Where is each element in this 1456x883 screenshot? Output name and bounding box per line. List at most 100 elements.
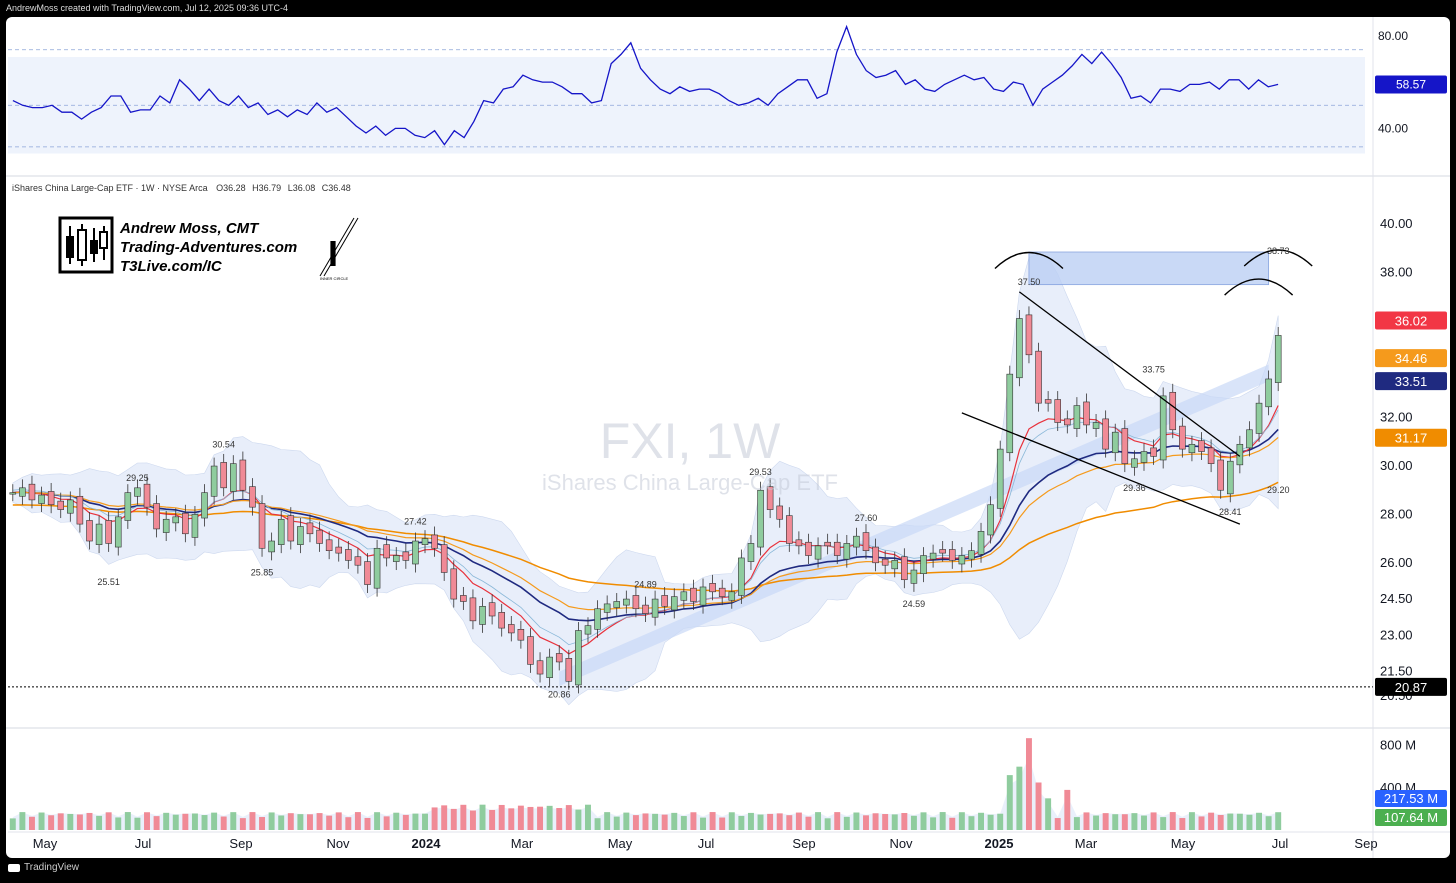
volume-bar — [316, 813, 323, 830]
volume-bar — [719, 817, 726, 830]
volume-bar — [968, 816, 975, 830]
candle-body — [670, 596, 678, 611]
volume-bar — [412, 813, 419, 830]
volume-bar — [230, 812, 237, 830]
candle-body — [182, 512, 189, 535]
price-candle — [105, 512, 112, 552]
candle-body — [114, 516, 122, 548]
time-tick-label: Jul — [698, 836, 715, 851]
volume-bar — [920, 812, 927, 830]
volume-bar — [671, 812, 678, 830]
volume-bar — [958, 812, 965, 830]
price-candle — [536, 652, 544, 683]
volume-bar — [1208, 812, 1215, 830]
swing-label: 38.73 — [1267, 246, 1290, 256]
candle-body — [891, 560, 899, 570]
volume-bar — [863, 815, 869, 830]
volume-bar — [431, 807, 438, 830]
rising-channel-band — [559, 364, 1269, 687]
volume-bar — [1256, 812, 1263, 830]
candle-body — [1169, 391, 1177, 431]
price-candle — [958, 547, 966, 573]
candle-body — [191, 514, 199, 538]
swing-label: 30.54 — [212, 439, 235, 449]
brand-logo — [58, 216, 114, 274]
price-candle — [1025, 306, 1033, 364]
volume-bar — [1016, 766, 1023, 830]
candle-body — [1140, 451, 1148, 463]
candle-body — [392, 555, 400, 562]
price-badge-label: 33.51 — [1395, 374, 1428, 389]
price-candle — [508, 616, 515, 642]
price-candle — [277, 510, 285, 554]
price-candle — [354, 548, 362, 574]
price-candle — [968, 542, 975, 568]
price-candle — [910, 561, 918, 592]
volume-bar — [287, 813, 294, 830]
price-candle — [1044, 391, 1052, 412]
candle-body — [316, 529, 323, 544]
candle-body — [527, 636, 534, 665]
swing-label: 27.60 — [855, 513, 878, 523]
volume-bar — [527, 806, 534, 830]
candle-body — [1054, 399, 1061, 423]
candle-body — [172, 516, 180, 524]
candle-body — [738, 557, 745, 596]
swing-label: 25.51 — [97, 577, 120, 587]
price-candle — [412, 532, 419, 573]
candle-body — [1016, 318, 1023, 379]
price-candle — [680, 583, 688, 609]
candle-body — [412, 540, 419, 565]
price-candle — [699, 578, 707, 614]
swing-label: 24.89 — [634, 580, 657, 590]
candle-body — [47, 491, 55, 506]
watermark-name: iShares China Large-Cap ETF — [542, 470, 838, 495]
time-axis: May Jul Sep Nov 2024 Mar May Jul Sep Nov 2025 Mar Ma… — [8, 831, 1450, 851]
volume-bar — [469, 810, 476, 830]
candle-body — [277, 518, 285, 545]
candle-body — [632, 595, 640, 610]
volume-bar — [1102, 813, 1109, 830]
price-candle — [1217, 451, 1224, 499]
rsi-pane: 80.00 40.00 58.57 — [8, 24, 1447, 154]
volume-bar — [815, 812, 822, 830]
volume-bar — [1073, 817, 1080, 830]
volume-bar — [402, 814, 409, 830]
chart-canvas — [6, 17, 1450, 858]
price-candle — [920, 547, 927, 583]
price-badge-label: 36.02 — [1395, 313, 1428, 328]
price-candle — [651, 590, 659, 626]
price-candle — [766, 478, 774, 519]
time-tick-label: Mar — [511, 836, 534, 851]
volume-bar — [1141, 815, 1147, 830]
candle-body — [1131, 458, 1138, 468]
volume-bar — [249, 812, 256, 830]
price-last-badge — [1375, 372, 1447, 391]
svg-text:I: I — [328, 233, 338, 274]
price-candle — [47, 482, 55, 514]
swing-label: 29.53 — [749, 467, 772, 477]
price-candle — [1188, 435, 1196, 462]
price-candle — [1006, 365, 1014, 462]
price-candle — [67, 491, 74, 522]
brand-line-3: T3Live.com/IC — [120, 258, 223, 275]
price-tick-label: 40.00 — [1380, 216, 1413, 231]
volume-bar — [1093, 815, 1100, 830]
candle-body — [325, 539, 333, 551]
volume-bar — [383, 816, 390, 830]
candle-body — [210, 465, 218, 497]
price-candle — [488, 594, 496, 625]
rounding-top-arc — [994, 251, 1064, 269]
price-candle — [162, 510, 170, 542]
volume-bar — [96, 815, 103, 830]
volume-bar — [930, 817, 937, 830]
candle-body — [718, 587, 726, 597]
price-candle — [661, 586, 668, 615]
volume-bar — [307, 814, 313, 830]
candle-body — [987, 504, 994, 536]
price-candle — [469, 589, 477, 630]
volume-bar — [1121, 814, 1128, 830]
volume-bar — [1188, 812, 1195, 830]
price-candle — [996, 440, 1004, 517]
candle-body — [220, 462, 227, 489]
